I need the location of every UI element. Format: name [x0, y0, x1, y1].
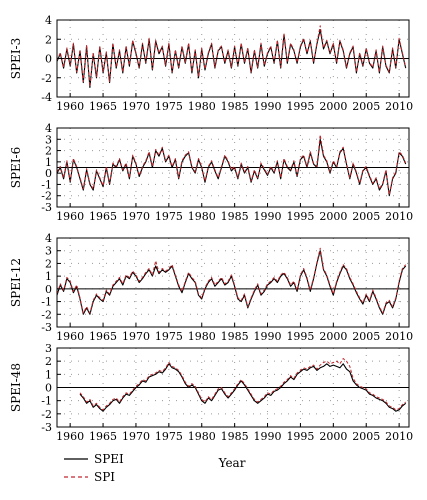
x-tick-label: 1960 [56, 330, 84, 343]
x-tick-label: 2010 [385, 100, 413, 113]
y-tick-label: -4 [41, 91, 52, 104]
y-tick-label: -3 [41, 421, 52, 434]
x-tick-label: 1985 [221, 100, 249, 113]
x-tick-label: 1995 [286, 430, 314, 443]
series-line-spei [79, 363, 407, 412]
x-tick-label: 1980 [188, 100, 216, 113]
x-tick-label: 1975 [155, 430, 183, 443]
y-tick-label: -2 [41, 190, 52, 203]
y-tick-label: -2 [41, 308, 52, 321]
x-tick-label: 2005 [352, 430, 380, 443]
y-tick-label: 1 [45, 156, 52, 169]
x-tick-label: 1985 [221, 210, 249, 223]
x-tick-label: 1995 [286, 210, 314, 223]
x-tick-label: 2010 [385, 430, 413, 443]
x-tick-label: 2010 [385, 330, 413, 343]
x-tick-label: 2010 [385, 210, 413, 223]
x-tick-label: 1965 [89, 210, 117, 223]
x-tick-label: 1980 [188, 210, 216, 223]
y-tick-label: -3 [41, 201, 52, 214]
y-axis-label: SPEI-12 [9, 258, 23, 307]
y-tick-label: 4 [45, 122, 52, 135]
x-tick-label: 1970 [122, 330, 150, 343]
panel-1: -4 -2 0 2 4 1960 1965 1970 1975 1980 1985 1990 1995 2… [9, 14, 413, 113]
x-tick-label: 2005 [352, 210, 380, 223]
y-tick-label: 0 [45, 167, 52, 180]
x-tick-label: 1975 [155, 100, 183, 113]
y-tick-label: 2 [45, 355, 52, 368]
x-tick-label: 1975 [155, 210, 183, 223]
x-tick-label: 1960 [56, 100, 84, 113]
x-tick-label: 1960 [56, 210, 84, 223]
x-tick-label: 1960 [56, 430, 84, 443]
x-tick-label: 1995 [286, 100, 314, 113]
y-tick-label: -2 [41, 72, 52, 85]
x-tick-label: 1990 [254, 100, 282, 113]
x-tick-label: 1985 [221, 430, 249, 443]
y-tick-label: 3 [45, 133, 52, 146]
legend-label-spi: SPI [94, 470, 115, 484]
x-tick-label: 1990 [254, 330, 282, 343]
y-tick-label: 2 [45, 257, 52, 270]
x-tick-label: 2005 [352, 100, 380, 113]
y-tick-label: -2 [41, 408, 52, 421]
y-tick-label: 0 [45, 53, 52, 66]
x-tick-label: 1980 [188, 430, 216, 443]
x-tick-label: 1995 [286, 330, 314, 343]
x-tick-label: 1990 [254, 430, 282, 443]
y-tick-label: 0 [45, 283, 52, 296]
y-tick-label: -3 [41, 321, 52, 334]
x-tick-label: 1970 [122, 100, 150, 113]
y-tick-label: 4 [45, 14, 52, 27]
y-axis-label: SPEI-6 [9, 147, 23, 188]
x-tick-label: 2000 [319, 100, 347, 113]
y-tick-label: 3 [45, 245, 52, 258]
series-line-spei [56, 250, 407, 315]
series-line-spei [56, 138, 407, 197]
x-tick-label: 1985 [221, 330, 249, 343]
y-tick-label: 1 [45, 270, 52, 283]
y-tick-label: -1 [41, 395, 52, 408]
y-tick-label: -1 [41, 178, 52, 191]
x-tick-label: 1965 [89, 330, 117, 343]
x-tick-label: 2000 [319, 430, 347, 443]
plot-frame [56, 237, 410, 328]
x-tick-label: 1990 [254, 210, 282, 223]
x-tick-label: 1975 [155, 330, 183, 343]
y-tick-label: 3 [45, 342, 52, 355]
series-line-spi [79, 358, 407, 411]
y-tick-label: 1 [45, 368, 52, 381]
x-axis-label: Year [218, 456, 246, 470]
y-axis-label: SPEI-3 [9, 38, 23, 79]
x-tick-label: 1965 [89, 430, 117, 443]
series-line-spi [56, 247, 407, 314]
x-tick-label: 2005 [352, 330, 380, 343]
x-tick-label: 1970 [122, 430, 150, 443]
y-tick-label: 4 [45, 232, 52, 245]
x-tick-label: 2000 [319, 210, 347, 223]
x-tick-label: 1980 [188, 330, 216, 343]
legend-label-spei: SPEI [94, 452, 124, 466]
panels: -4 -2 0 2 4 1960 1965 1970 1975 1980 1985 1990 1995 2… [9, 14, 413, 443]
legend: SPEI SPI [64, 452, 124, 484]
y-tick-label: 2 [45, 33, 52, 46]
y-axis-label: SPEI-48 [9, 363, 23, 412]
x-tick-label: 2000 [319, 330, 347, 343]
plot-frame [56, 127, 410, 208]
series-line-spi [56, 25, 407, 87]
y-tick-label: 2 [45, 145, 52, 158]
x-tick-label: 1965 [89, 100, 117, 113]
series-line-spi [56, 134, 407, 196]
y-tick-label: 0 [45, 382, 52, 395]
y-tick-label: -1 [41, 296, 52, 309]
x-tick-label: 1970 [122, 210, 150, 223]
